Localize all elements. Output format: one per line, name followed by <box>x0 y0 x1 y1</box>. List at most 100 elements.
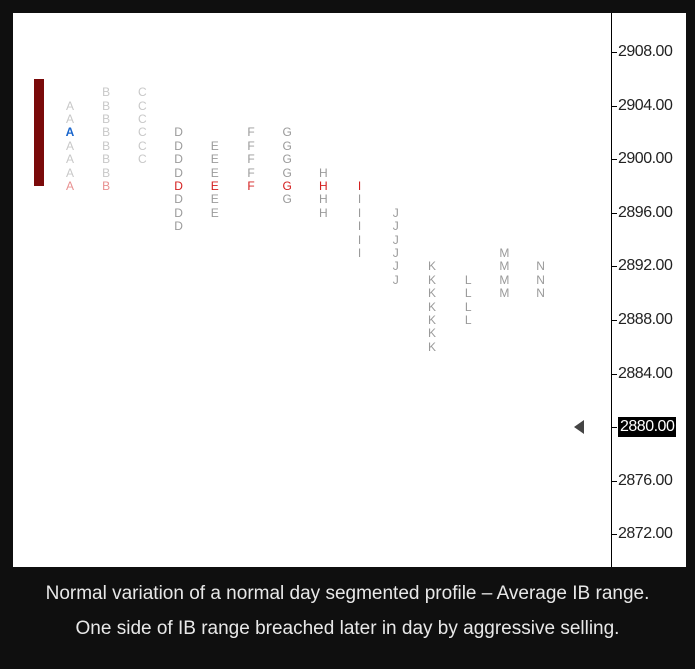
tpo-letter: F <box>247 179 255 193</box>
tpo-letter: A <box>65 179 75 193</box>
tpo-letter: J <box>392 232 399 247</box>
tpo-letter: D <box>174 219 183 234</box>
tpo-letter: A <box>65 98 75 113</box>
tpo-letter: G <box>282 165 292 180</box>
tpo-letter: B <box>102 152 111 167</box>
tpo-letter: G <box>282 179 292 193</box>
tpo-letter: I <box>357 219 362 234</box>
tpo-letter: H <box>319 165 328 180</box>
price-tick-label: 2904.00 <box>618 96 673 114</box>
tpo-letter: B <box>102 165 111 180</box>
tpo-letter: C <box>138 98 147 113</box>
tpo-letter: K <box>427 272 437 287</box>
tpo-letter: I <box>357 179 362 193</box>
tpo-letter: C <box>138 85 147 100</box>
tpo-letter: B <box>102 179 111 193</box>
tpo-letter: I <box>357 192 362 207</box>
tpo-letter: G <box>282 152 292 167</box>
tpo-letter: D <box>174 138 183 153</box>
tpo-letter: K <box>427 313 437 327</box>
price-axis-tick <box>612 212 617 214</box>
price-axis-line <box>611 13 612 567</box>
price-tick-label: 2884.00 <box>618 364 673 382</box>
tpo-letter: K <box>427 326 437 341</box>
tpo-letter: C <box>138 138 147 153</box>
price-tick-label: 2900.00 <box>618 150 673 168</box>
price-tick-label: 2888.00 <box>618 311 673 328</box>
caption-line-1: Normal variation of a normal day segment… <box>45 583 650 604</box>
tpo-letter: N <box>536 259 545 274</box>
tpo-letter: D <box>174 205 183 220</box>
tpo-letter: K <box>427 286 437 301</box>
tpo-letter: L <box>464 299 472 314</box>
tpo-letter: J <box>392 219 399 234</box>
tpo-letter: F <box>247 165 255 180</box>
price-tick-label: 2908.00 <box>618 43 673 60</box>
tpo-letter: J <box>392 246 399 260</box>
tpo-letter: A <box>65 125 75 140</box>
tpo-letter: A <box>65 112 75 126</box>
tpo-letter: D <box>174 165 183 180</box>
price-tick-label: 2896.00 <box>618 203 673 221</box>
tpo-letter: N <box>536 272 545 287</box>
tpo-letter: M <box>499 259 510 274</box>
tpo-letter: B <box>102 138 111 153</box>
price-axis-tick <box>612 52 617 53</box>
tpo-letter: H <box>319 205 328 220</box>
price-tick-label: 2876.00 <box>618 471 673 489</box>
price-axis-tick <box>612 480 617 482</box>
caption-line-2: One side of IB range breached later in d… <box>75 618 620 639</box>
tpo-letter: N <box>536 286 545 301</box>
tpo-letter: C <box>138 112 147 126</box>
tpo-letter: F <box>247 152 255 167</box>
tpo-letter: G <box>282 192 292 207</box>
price-tick-label: 2872.00 <box>618 525 673 543</box>
tpo-letter: I <box>357 232 362 247</box>
price-axis-tick <box>612 105 617 107</box>
tpo-letter: K <box>427 339 437 354</box>
tpo-letter: I <box>357 205 362 220</box>
tpo-letter: J <box>392 272 399 287</box>
price-axis-tick <box>612 534 617 536</box>
tpo-letter: E <box>210 205 219 220</box>
tpo-letter: M <box>499 246 510 260</box>
tpo-letter: G <box>282 138 292 153</box>
tpo-letter: C <box>138 152 147 167</box>
tpo-letter: M <box>499 286 510 301</box>
tpo-letter: F <box>247 138 255 153</box>
tpo-letter: F <box>247 125 255 140</box>
tpo-letter: I <box>357 246 362 260</box>
tpo-letter: D <box>174 125 183 140</box>
tpo-letter: L <box>464 286 472 301</box>
tpo-letter: D <box>174 179 183 193</box>
initial-balance-bar <box>34 78 44 186</box>
tpo-letter: G <box>282 125 292 140</box>
price-tick-label: 2892.00 <box>618 257 673 275</box>
price-axis-tick <box>612 320 617 321</box>
tpo-letter: M <box>499 272 510 287</box>
current-price-marker-icon <box>574 420 584 435</box>
tpo-letter: A <box>65 138 75 153</box>
price-axis-tick <box>612 159 617 161</box>
tpo-letter: E <box>210 179 219 193</box>
current-price-label: 2880.00 <box>616 416 678 439</box>
tpo-letter: A <box>65 165 75 180</box>
tpo-letter: K <box>427 259 437 274</box>
tpo-letter: A <box>65 152 75 167</box>
tpo-letter: B <box>102 98 111 113</box>
price-axis-tick <box>612 427 617 429</box>
tpo-letter: J <box>392 205 399 220</box>
tpo-letter: C <box>138 125 147 140</box>
tpo-letter: L <box>464 272 472 287</box>
tpo-letter: B <box>102 112 111 126</box>
tpo-letter: E <box>210 192 219 207</box>
tpo-letter: E <box>210 165 219 180</box>
tpo-letter: D <box>174 152 183 167</box>
figure-caption: Normal variation of a normal day segment… <box>0 576 695 646</box>
tpo-letter: K <box>427 299 437 314</box>
tpo-letter: J <box>392 259 399 274</box>
price-axis-tick <box>612 266 617 268</box>
price-axis-tick <box>612 373 617 375</box>
tpo-letter: H <box>319 179 328 193</box>
